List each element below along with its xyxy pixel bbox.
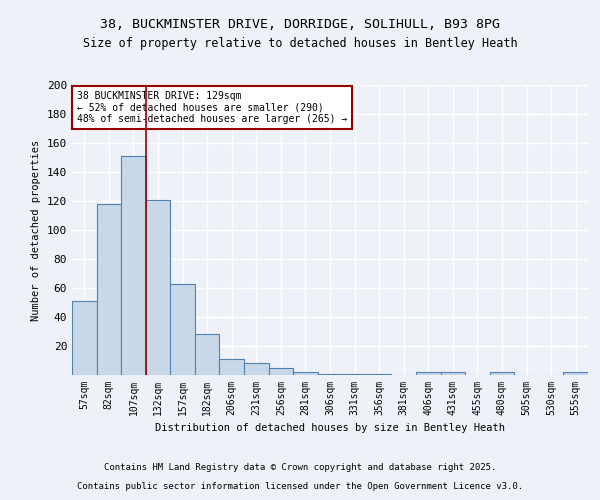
Bar (97, 204, 121, 375)
Bar (244, 364, 269, 375)
Text: Contains HM Land Registry data © Crown copyright and database right 2025.: Contains HM Land Registry data © Crown c… (104, 464, 496, 472)
Bar (342, 374, 367, 375)
Bar (318, 374, 342, 375)
Bar (72, 301, 97, 375)
Bar (367, 374, 391, 375)
Bar (440, 372, 465, 375)
X-axis label: Distribution of detached houses by size in Bentley Heath: Distribution of detached houses by size … (155, 424, 505, 434)
Text: 38 BUCKMINSTER DRIVE: 129sqm
← 52% of detached houses are smaller (290)
48% of s: 38 BUCKMINSTER DRIVE: 129sqm ← 52% of de… (77, 91, 347, 124)
Bar (146, 200, 170, 375)
Bar (220, 359, 244, 375)
Bar (416, 372, 440, 375)
Text: 38, BUCKMINSTER DRIVE, DORRIDGE, SOLIHULL, B93 8PG: 38, BUCKMINSTER DRIVE, DORRIDGE, SOLIHUL… (100, 18, 500, 30)
Bar (490, 372, 514, 375)
Bar (121, 156, 146, 375)
Bar (293, 372, 318, 375)
Bar (170, 284, 195, 375)
Text: Contains public sector information licensed under the Open Government Licence v3: Contains public sector information licen… (77, 482, 523, 491)
Bar (563, 372, 588, 375)
Text: Size of property relative to detached houses in Bentley Heath: Size of property relative to detached ho… (83, 38, 517, 51)
Y-axis label: Number of detached properties: Number of detached properties (31, 140, 41, 320)
Bar (269, 368, 293, 375)
Bar (195, 334, 220, 375)
